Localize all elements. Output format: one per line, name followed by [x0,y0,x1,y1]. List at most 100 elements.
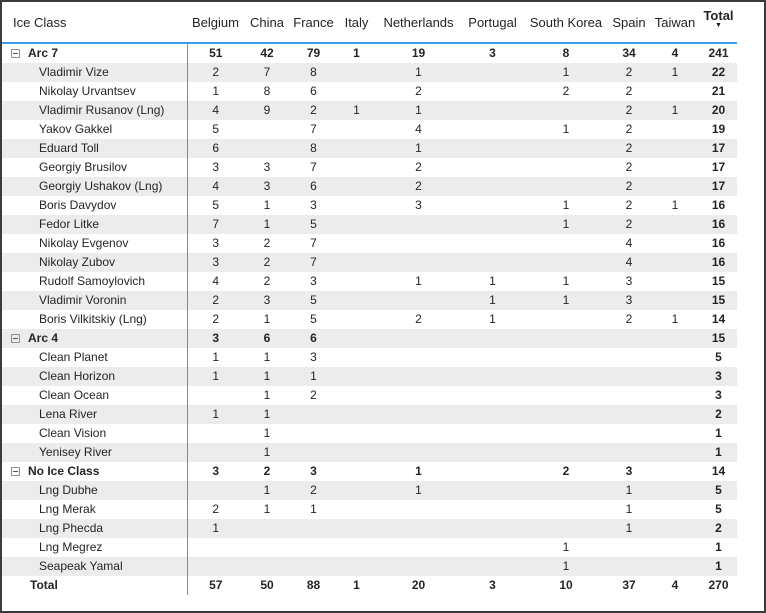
value-cell-vladimir-voronin-france[interactable]: 5 [310,293,317,307]
value-cell-nikolay-urvantsev-total[interactable]: 21 [711,84,726,98]
value-cell-georgiy-ushakov-lng-france[interactable]: 6 [310,179,317,193]
value-cell-georgiy-ushakov-lng-total[interactable]: 17 [711,179,726,193]
row-label-cell[interactable]: Vladimir Rusanov (Lng) [2,101,188,120]
value-cell-nikolay-evgenov-total[interactable]: 16 [711,236,726,250]
value-cell-nikolay-zubov-spain[interactable]: 4 [625,255,633,269]
value-cell-fedor-litke-china[interactable]: 1 [263,217,271,231]
value-cell-boris-vilkitskiy-lng-china[interactable]: 1 [263,312,271,326]
value-cell-total-netherlands[interactable]: 20 [411,578,426,592]
value-cell-arc-7-spain[interactable]: 34 [622,46,636,60]
row-label-cell[interactable]: Clean Planet [2,348,188,367]
value-cell-lng-dubhe-netherlands[interactable]: 1 [415,483,422,497]
value-cell-eduard-toll-belgium[interactable]: 6 [212,141,220,155]
value-cell-boris-vilkitskiy-lng-netherlands[interactable]: 2 [415,312,422,326]
value-cell-nikolay-zubov-france[interactable]: 7 [310,255,317,269]
value-cell-total-france[interactable]: 88 [306,578,321,592]
value-cell-rudolf-samoylovich-netherlands[interactable]: 1 [415,274,422,288]
row-label-cell[interactable]: Arc 4 [2,329,188,348]
row-label-cell[interactable]: Nikolay Urvantsev [2,82,188,101]
column-header-italy[interactable]: Italy [337,2,376,44]
value-cell-vladimir-vize-france[interactable]: 8 [310,65,317,79]
value-cell-lng-megrez-south-korea[interactable]: 1 [562,540,570,554]
value-cell-vladimir-vize-south-korea[interactable]: 1 [562,65,570,79]
value-cell-vladimir-rusanov-lng-netherlands[interactable]: 1 [415,103,422,117]
value-cell-vladimir-voronin-portugal[interactable]: 1 [489,293,496,307]
value-cell-eduard-toll-france[interactable]: 8 [310,141,317,155]
value-cell-total-belgium[interactable]: 57 [209,578,223,592]
value-cell-nikolay-urvantsev-france[interactable]: 6 [310,84,317,98]
value-cell-fedor-litke-total[interactable]: 16 [711,217,726,231]
row-label-cell[interactable]: Clean Horizon [2,367,188,386]
value-cell-lng-megrez-total[interactable]: 1 [715,540,722,554]
value-cell-total-china[interactable]: 50 [260,578,274,592]
row-label-cell[interactable]: Boris Davydov [2,196,188,215]
value-cell-boris-davydov-spain[interactable]: 2 [625,198,633,212]
value-cell-vladimir-rusanov-lng-italy[interactable]: 1 [353,103,360,117]
value-cell-arc-7-france[interactable]: 79 [306,46,321,60]
value-cell-arc-7-netherlands[interactable]: 19 [411,46,426,60]
value-cell-nikolay-urvantsev-china[interactable]: 8 [263,84,271,98]
column-header-france[interactable]: France [290,2,337,44]
value-cell-fedor-litke-south-korea[interactable]: 1 [562,217,570,231]
value-cell-rudolf-samoylovich-belgium[interactable]: 4 [212,274,220,288]
value-cell-nikolay-evgenov-spain[interactable]: 4 [625,236,633,250]
value-cell-boris-vilkitskiy-lng-taiwan[interactable]: 1 [671,312,679,326]
value-cell-yenisey-river-total[interactable]: 1 [715,445,722,459]
value-cell-nikolay-zubov-total[interactable]: 16 [711,255,726,269]
value-cell-eduard-toll-netherlands[interactable]: 1 [415,141,422,155]
value-cell-clean-horizon-france[interactable]: 1 [310,369,317,383]
value-cell-georgiy-brusilov-france[interactable]: 7 [310,160,317,174]
value-cell-vladimir-rusanov-lng-france[interactable]: 2 [310,103,317,117]
row-label-cell[interactable]: Clean Vision [2,424,188,443]
value-cell-vladimir-vize-netherlands[interactable]: 1 [415,65,422,79]
value-cell-clean-ocean-total[interactable]: 3 [715,388,722,402]
value-cell-boris-davydov-south-korea[interactable]: 1 [562,198,570,212]
value-cell-lng-merak-belgium[interactable]: 2 [212,502,220,516]
value-cell-clean-planet-china[interactable]: 1 [263,350,271,364]
row-label-cell[interactable]: Georgiy Brusilov [2,158,188,177]
value-cell-clean-planet-france[interactable]: 3 [310,350,317,364]
value-cell-boris-vilkitskiy-lng-portugal[interactable]: 1 [489,312,496,326]
row-label-cell[interactable]: Lng Phecda [2,519,188,538]
collapse-icon[interactable] [11,467,20,476]
value-cell-no-ice-class-total[interactable]: 14 [711,464,726,478]
value-cell-lena-river-total[interactable]: 2 [715,407,722,421]
row-label-cell[interactable]: Yenisey River [2,443,188,462]
value-cell-clean-vision-china[interactable]: 1 [263,426,271,440]
value-cell-rudolf-samoylovich-south-korea[interactable]: 1 [562,274,570,288]
value-cell-eduard-toll-total[interactable]: 17 [711,141,726,155]
value-cell-arc-7-taiwan[interactable]: 4 [671,46,679,60]
value-cell-clean-horizon-total[interactable]: 3 [715,369,722,383]
value-cell-georgiy-brusilov-china[interactable]: 3 [263,160,271,174]
column-header-south-korea[interactable]: South Korea [524,2,608,44]
value-cell-total-spain[interactable]: 37 [622,578,636,592]
value-cell-total-taiwan[interactable]: 4 [671,578,679,592]
row-label-cell[interactable]: Lng Merak [2,500,188,519]
value-cell-no-ice-class-france[interactable]: 3 [310,464,317,478]
value-cell-vladimir-vize-belgium[interactable]: 2 [212,65,220,79]
value-cell-vladimir-rusanov-lng-china[interactable]: 9 [263,103,271,117]
value-cell-yenisey-river-china[interactable]: 1 [263,445,271,459]
value-cell-georgiy-ushakov-lng-china[interactable]: 3 [263,179,271,193]
value-cell-eduard-toll-spain[interactable]: 2 [625,141,633,155]
value-cell-nikolay-evgenov-china[interactable]: 2 [263,236,271,250]
value-cell-georgiy-brusilov-total[interactable]: 17 [711,160,726,174]
value-cell-nikolay-urvantsev-belgium[interactable]: 1 [212,84,220,98]
value-cell-vladimir-voronin-china[interactable]: 3 [263,293,271,307]
row-label-cell[interactable]: Boris Vilkitskiy (Lng) [2,310,188,329]
value-cell-lng-phecda-spain[interactable]: 1 [625,521,633,535]
value-cell-seapeak-yamal-total[interactable]: 1 [715,559,722,573]
row-label-cell[interactable]: Lena River [2,405,188,424]
value-cell-yakov-gakkel-total[interactable]: 19 [711,122,726,136]
value-cell-seapeak-yamal-south-korea[interactable]: 1 [562,559,570,573]
value-cell-clean-planet-belgium[interactable]: 1 [212,350,220,364]
row-label-cell[interactable]: Clean Ocean [2,386,188,405]
value-cell-lng-phecda-total[interactable]: 2 [715,521,722,535]
value-cell-vladimir-rusanov-lng-belgium[interactable]: 4 [212,103,220,117]
value-cell-vladimir-voronin-spain[interactable]: 3 [625,293,633,307]
value-cell-vladimir-rusanov-lng-spain[interactable]: 2 [625,103,633,117]
value-cell-fedor-litke-spain[interactable]: 2 [625,217,633,231]
value-cell-lng-merak-spain[interactable]: 1 [625,502,633,516]
value-cell-arc-7-south-korea[interactable]: 8 [562,46,570,60]
value-cell-vladimir-voronin-south-korea[interactable]: 1 [562,293,570,307]
